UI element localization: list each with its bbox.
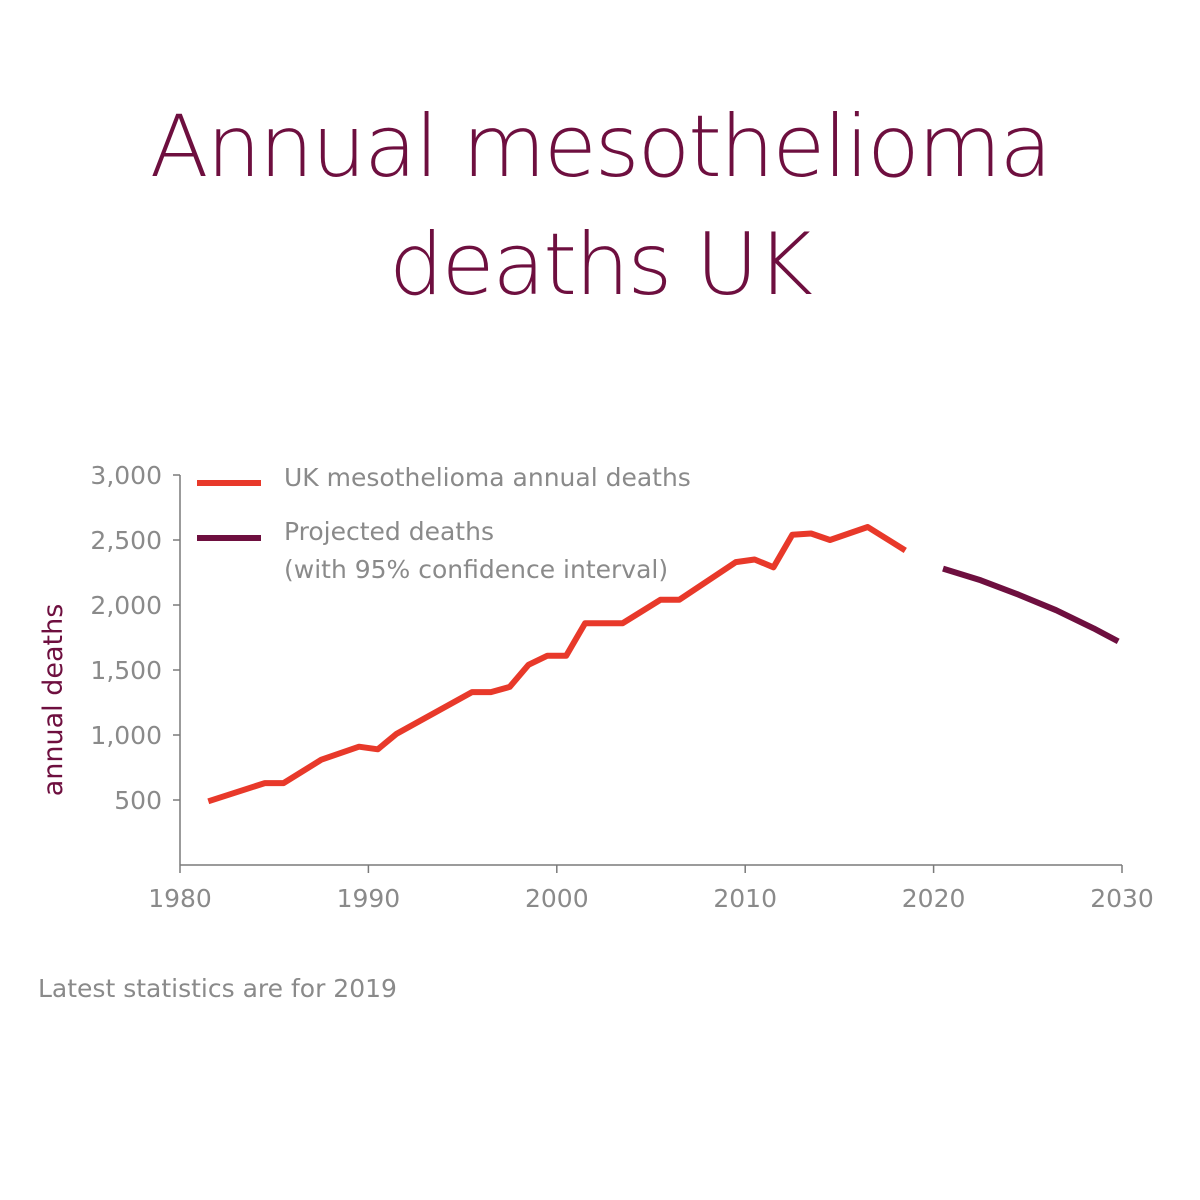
y-tick-label: 1,000 xyxy=(90,721,162,750)
legend-label-projected: Projected deaths xyxy=(284,517,494,546)
x-tick-label: 2020 xyxy=(902,884,966,913)
y-tick-label: 1,500 xyxy=(90,656,162,685)
y-tick-label: 2,500 xyxy=(90,526,162,555)
y-tick-label: 2,000 xyxy=(90,591,162,620)
series-layer xyxy=(207,524,1120,805)
x-tick-label: 2010 xyxy=(713,884,777,913)
y-tick-label: 500 xyxy=(114,786,162,815)
x-tick-label: 1990 xyxy=(337,884,401,913)
legend: UK mesothelioma annual deaths Projected … xyxy=(197,463,691,584)
chart-title-line-1: Annual mesothelioma xyxy=(149,96,1052,197)
y-axis-ticks: 500 1,000 1,500 2,000 2,500 3,000 xyxy=(90,461,180,815)
x-axis-ticks: 1980 1990 2000 2010 2020 2030 xyxy=(148,865,1154,913)
observed-deaths-line xyxy=(207,524,907,805)
x-tick-label: 2030 xyxy=(1090,884,1154,913)
chart-title-line-2: deaths UK xyxy=(389,214,813,315)
footnote: Latest statistics are for 2019 xyxy=(38,974,397,1003)
legend-label-projected-note: (with 95% confidence interval) xyxy=(284,555,668,584)
x-tick-label: 1980 xyxy=(148,884,212,913)
x-tick-label: 2000 xyxy=(525,884,589,913)
y-tick-label: 3,000 xyxy=(90,461,162,490)
y-axis-label: annual deaths xyxy=(38,604,69,797)
projected-deaths-line xyxy=(942,565,1120,645)
chart-title: Annual mesothelioma deaths UK xyxy=(0,88,1200,324)
legend-label-observed: UK mesothelioma annual deaths xyxy=(284,463,691,492)
